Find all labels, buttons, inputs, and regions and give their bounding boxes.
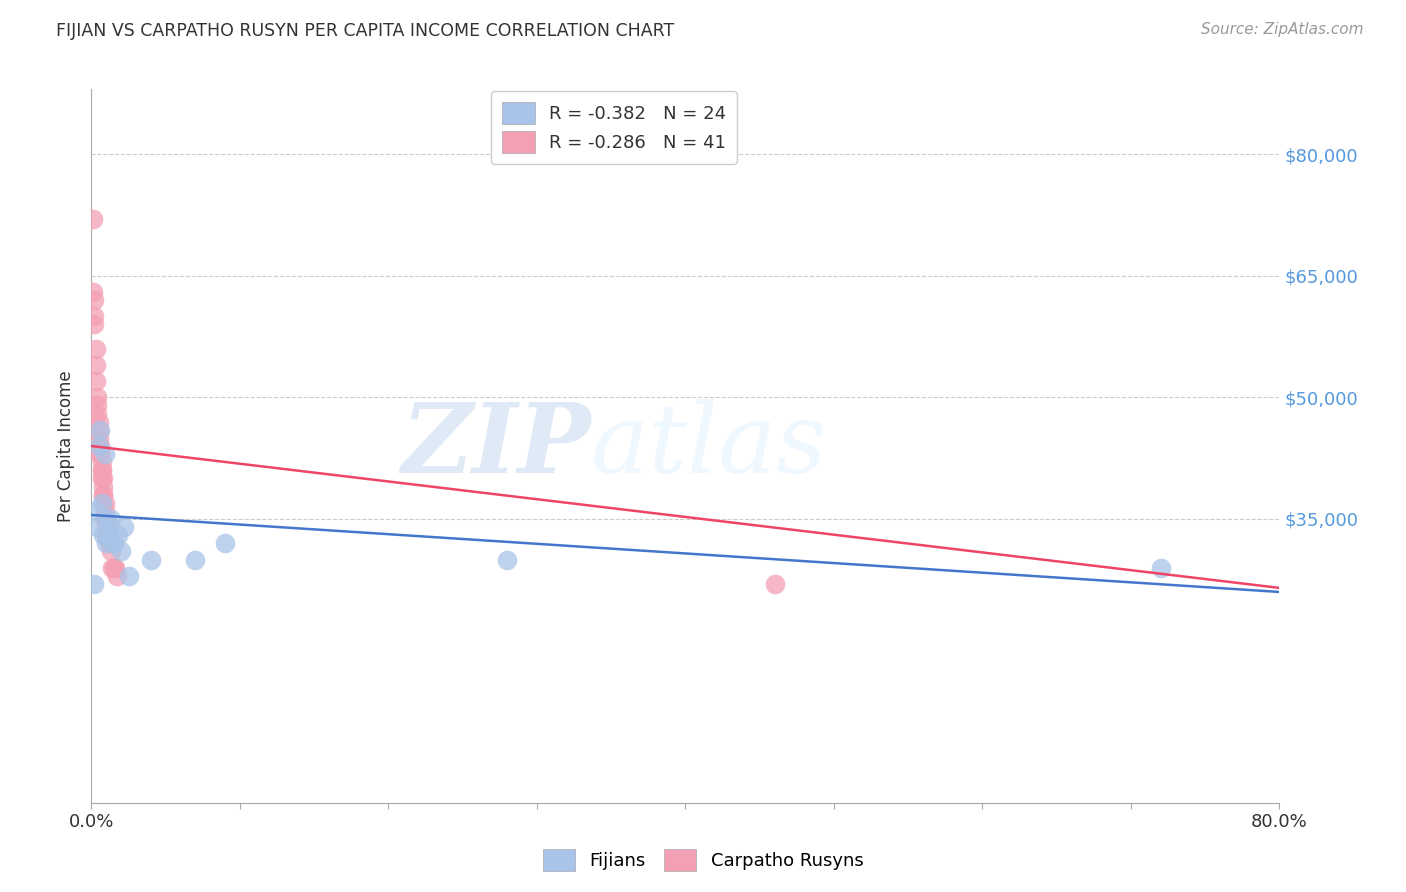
Point (90, 463, 112, 477)
Point (184, 552, 207, 566)
Legend: Fijians, Carpatho Rusyns: Fijians, Carpatho Rusyns (536, 842, 870, 879)
Point (97, 528, 120, 542)
Point (94, 504, 117, 518)
Point (96, 512, 118, 526)
Point (90, 455, 112, 469)
Point (101, 560, 124, 574)
Text: ZIP: ZIP (401, 399, 591, 493)
Text: atlas: atlas (591, 399, 827, 493)
Point (91, 528, 114, 542)
Point (98, 528, 121, 542)
Point (82, 211, 104, 226)
Point (89, 447, 111, 461)
Point (96, 512, 118, 526)
Point (1149, 560, 1171, 574)
Point (84, 504, 107, 518)
Point (94, 512, 117, 526)
Point (105, 568, 128, 582)
Point (86, 390, 108, 404)
Point (97, 520, 120, 534)
Point (83, 310, 105, 324)
Point (89, 423, 111, 437)
Point (98, 528, 121, 542)
Point (94, 447, 117, 461)
Point (96, 528, 118, 542)
Point (83, 577, 105, 591)
Point (82, 285, 104, 299)
Point (94, 496, 117, 510)
Point (87, 415, 110, 429)
Point (139, 552, 162, 566)
Point (214, 536, 236, 550)
Point (86, 520, 108, 534)
Point (90, 463, 112, 477)
Text: Source: ZipAtlas.com: Source: ZipAtlas.com (1201, 22, 1364, 37)
Point (496, 552, 519, 566)
Point (90, 496, 112, 510)
Point (83, 318, 105, 332)
Point (91, 488, 114, 502)
Point (84, 374, 107, 388)
Point (84, 358, 107, 372)
Point (104, 560, 127, 574)
Point (96, 520, 118, 534)
Point (103, 560, 125, 574)
Point (117, 568, 139, 582)
Point (83, 293, 105, 307)
Point (91, 488, 114, 502)
Point (87, 423, 110, 437)
Y-axis label: Per Capita Income: Per Capita Income (58, 370, 76, 522)
Point (90, 471, 112, 485)
Point (98, 536, 121, 550)
Point (101, 536, 124, 550)
Point (100, 544, 122, 558)
Point (100, 512, 122, 526)
Point (107, 528, 129, 542)
Point (87, 439, 110, 453)
Point (84, 342, 107, 356)
Point (110, 544, 132, 558)
Point (103, 536, 125, 550)
Point (91, 471, 114, 485)
Point (763, 577, 786, 591)
Point (86, 407, 108, 421)
Point (89, 439, 111, 453)
Point (87, 431, 110, 445)
Point (89, 447, 111, 461)
Point (97, 520, 120, 534)
Point (91, 479, 114, 493)
Text: FIJIAN VS CARPATHO RUSYN PER CAPITA INCOME CORRELATION CHART: FIJIAN VS CARPATHO RUSYN PER CAPITA INCO… (56, 22, 675, 40)
Legend: R = -0.382   N = 24, R = -0.286   N = 41: R = -0.382 N = 24, R = -0.286 N = 41 (491, 91, 737, 164)
Point (96, 536, 118, 550)
Point (112, 520, 135, 534)
Point (86, 399, 108, 413)
